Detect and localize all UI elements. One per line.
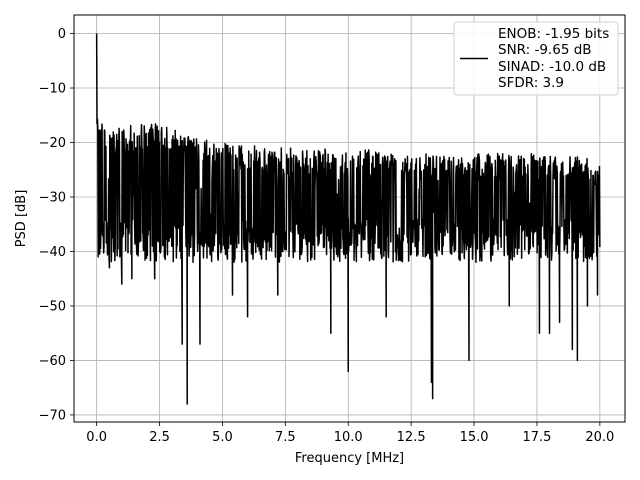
x-tick-label: 0.0	[86, 430, 107, 445]
psd-series-line	[95, 33, 601, 405]
y-tick-label: −40	[39, 245, 66, 260]
y-tick-label: 0	[58, 27, 66, 42]
legend-line-snr: SNR: -9.65 dB	[498, 42, 592, 58]
y-axis-ticks: 0 −10 −20 −30 −40 −50 −60 −70	[39, 27, 74, 423]
x-axis-ticks: 0.0 2.5 5.0 7.5 10.0 12.5 15.0 17.5 20.0	[86, 422, 614, 445]
legend-line-enob: ENOB: -1.95 bits	[498, 26, 609, 42]
y-tick-label: −50	[39, 299, 66, 314]
y-tick-label: −70	[39, 408, 66, 423]
legend: ENOB: -1.95 bits SNR: -9.65 dB SINAD: -1…	[453, 21, 619, 96]
x-axis-label: Frequency [MHz]	[295, 451, 404, 466]
plot-frame	[73, 14, 626, 423]
x-tick-label: 2.5	[149, 430, 170, 445]
x-tick-label: 12.5	[397, 430, 426, 445]
y-axis-label: PSD [dB]	[14, 190, 29, 248]
y-tick-label: −30	[39, 190, 66, 205]
legend-line-sfdr: SFDR: 3.9	[498, 75, 564, 91]
x-tick-label: 17.5	[522, 430, 551, 445]
y-tick-label: −20	[39, 136, 66, 151]
plot-area	[95, 33, 601, 405]
x-tick-label: 20.0	[585, 430, 614, 445]
x-tick-label: 15.0	[460, 430, 489, 445]
legend-box	[453, 21, 619, 96]
y-tick-label: −10	[39, 82, 66, 97]
x-tick-label: 5.0	[212, 430, 233, 445]
x-tick-label: 7.5	[275, 430, 296, 445]
x-tick-label: 10.0	[334, 430, 363, 445]
legend-line-sinad: SINAD: -10.0 dB	[498, 59, 606, 75]
y-tick-label: −60	[39, 354, 66, 369]
